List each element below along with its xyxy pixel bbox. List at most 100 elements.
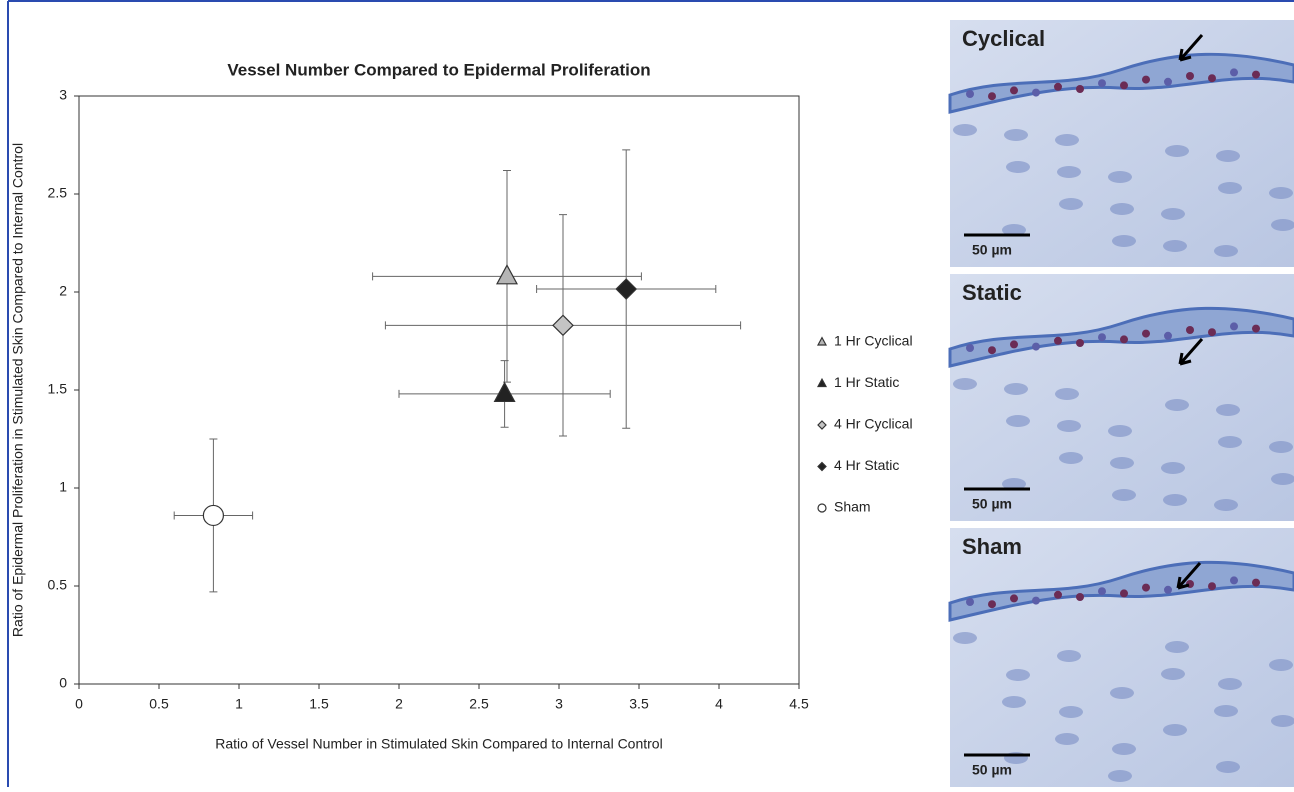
cell	[1161, 462, 1185, 474]
cell	[1059, 198, 1083, 210]
nucleus	[988, 600, 996, 609]
cell	[1108, 770, 1132, 782]
nucleus	[1054, 336, 1062, 345]
arrow	[1178, 338, 1204, 366]
legend-label: Sham	[834, 499, 871, 515]
arrow	[1178, 34, 1204, 62]
cell	[1108, 171, 1132, 183]
nucleus	[1010, 340, 1018, 349]
cell	[1006, 669, 1030, 681]
scale-label: 50 µm	[972, 242, 1012, 258]
cell	[1161, 668, 1185, 680]
panel-label: Cyclical	[962, 26, 1045, 51]
marker	[202, 504, 224, 527]
legend-marker	[816, 336, 828, 346]
cell	[1218, 678, 1242, 690]
nucleus	[1164, 331, 1172, 340]
cell	[1163, 240, 1187, 252]
cell	[1271, 715, 1294, 727]
cell	[1002, 478, 1026, 490]
x-tick-label: 2	[395, 696, 403, 712]
cell	[953, 124, 977, 136]
cell	[1108, 425, 1132, 437]
nucleus	[1076, 85, 1084, 93]
cell	[1055, 388, 1079, 400]
cell	[1002, 696, 1026, 708]
cell	[1214, 245, 1238, 257]
x-tick-label: 1.5	[309, 696, 329, 712]
cell	[1163, 724, 1187, 736]
y-axis-label: Ratio of Epidermal Proliferation in Stim…	[10, 143, 26, 637]
cell	[953, 378, 977, 390]
cell	[1112, 235, 1136, 247]
y-tick-label: 2.5	[48, 185, 68, 201]
nucleus	[1142, 329, 1150, 338]
cell	[1057, 420, 1081, 432]
y-tick-label: 1.5	[48, 381, 68, 397]
legend-marker	[816, 377, 828, 388]
cell	[1110, 687, 1134, 699]
arrow	[1176, 562, 1202, 590]
cell	[1269, 441, 1293, 453]
nucleus	[1186, 326, 1194, 334]
nucleus	[1252, 578, 1260, 587]
cell	[1006, 415, 1030, 427]
nucleus	[966, 344, 974, 352]
cell	[1161, 208, 1185, 220]
legend-label: 1 Hr Static	[834, 374, 899, 390]
cell	[1214, 499, 1238, 511]
micrographs: Cyclical 50 µm Static 50 µm Sham 50 µm	[948, 20, 1294, 787]
nucleus	[1230, 322, 1238, 331]
cell	[1218, 436, 1242, 448]
cell	[1057, 166, 1081, 178]
cell	[1269, 659, 1293, 671]
cell	[1057, 650, 1081, 662]
nucleus	[988, 346, 996, 355]
nucleus	[1208, 582, 1216, 591]
nucleus	[1032, 342, 1040, 351]
scale-label: 50 µm	[972, 496, 1012, 512]
x-tick-label: 3	[555, 696, 563, 712]
nucleus	[1252, 70, 1260, 79]
nucleus	[1120, 335, 1128, 344]
nucleus	[988, 92, 996, 101]
cell	[1110, 457, 1134, 469]
x-tick-label: 1	[235, 696, 243, 712]
cell	[1216, 761, 1240, 773]
nucleus	[1076, 339, 1084, 347]
panel-label: Sham	[962, 534, 1022, 559]
cell	[1059, 452, 1083, 464]
x-tick-label: 4	[715, 696, 723, 712]
chart-title: Vessel Number Compared to Epidermal Prol…	[227, 60, 650, 79]
legend-label: 4 Hr Cyclical	[834, 416, 913, 432]
legend-marker	[817, 503, 827, 513]
nucleus	[966, 90, 974, 98]
legend-label: 1 Hr Cyclical	[834, 333, 913, 349]
plot-area	[78, 95, 800, 685]
y-tick-label: 3	[59, 87, 67, 103]
nucleus	[1076, 593, 1084, 601]
cell	[1269, 187, 1293, 199]
marker	[493, 381, 516, 403]
cell	[1216, 404, 1240, 416]
cell	[1059, 706, 1083, 718]
cell	[1163, 494, 1187, 506]
scale-label: 50 µm	[972, 762, 1012, 778]
cell	[1006, 161, 1030, 173]
cell	[1218, 182, 1242, 194]
cell	[1216, 150, 1240, 162]
marker	[495, 264, 519, 285]
nucleus	[1186, 72, 1194, 80]
nucleus	[1054, 82, 1062, 91]
nucleus	[1208, 74, 1216, 83]
cell	[1004, 129, 1028, 141]
nucleus	[1098, 333, 1106, 342]
nucleus	[1120, 589, 1128, 598]
nucleus	[1010, 594, 1018, 603]
x-tick-label: 4.5	[789, 696, 809, 712]
y-tick-label: 0	[59, 675, 67, 691]
nucleus	[1032, 596, 1040, 605]
x-tick-label: 0	[75, 696, 83, 712]
cell	[1271, 219, 1294, 231]
